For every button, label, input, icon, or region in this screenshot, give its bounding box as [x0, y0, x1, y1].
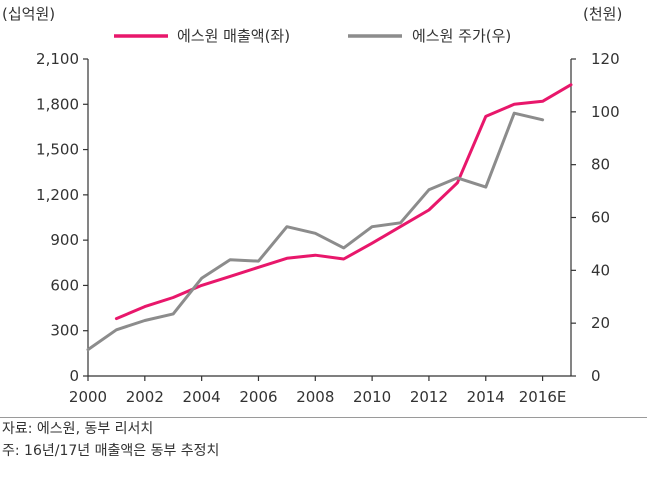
x-tick-label: 2000	[69, 388, 107, 406]
left-tick-label: 1,200	[36, 186, 79, 204]
x-tick-label: 2008	[296, 388, 334, 406]
x-tick-label: 2014	[467, 388, 505, 406]
estimate-footnote: 주: 16년/17년 매출액은 동부 추정치	[2, 443, 220, 459]
legend-label-revenue: 에스원 매출액(좌)	[177, 27, 290, 45]
left-tick-label: 900	[50, 231, 79, 249]
right-tick-label: 80	[591, 156, 610, 174]
x-tick-label: 2010	[353, 388, 391, 406]
right-tick-label: 60	[591, 209, 610, 227]
left-tick-label: 2,100	[36, 50, 79, 68]
left-tick-label: 600	[50, 276, 79, 294]
right-tick-label: 100	[591, 103, 620, 121]
series-layer	[86, 83, 573, 352]
right-tick-label: 120	[591, 50, 620, 68]
right-axis-unit: (천원)	[583, 5, 622, 23]
x-tick-label: 2012	[410, 388, 448, 406]
source-note: 자료: 에스원, 동부 리서치	[2, 421, 154, 437]
series-line-stock-price	[86, 111, 545, 352]
left-tick-label: 0	[69, 367, 79, 385]
x-tick-label: 2006	[239, 388, 277, 406]
left-axis-unit: (십억원)	[2, 5, 55, 23]
x-tick-label: 2002	[126, 388, 164, 406]
left-tick-label: 1,500	[36, 141, 79, 159]
legend-label-stock-price: 에스원 주가(우)	[412, 27, 511, 45]
axes: 0 300 600 900 1,200 1,500 1,800 2,100 0 20 40 60 80 1…	[36, 50, 620, 406]
line-chart: 에스원 매출액(좌) 에스원 주가(우) (십억원) (천원) 030060090…	[2, 5, 622, 406]
right-tick-label: 40	[591, 261, 610, 279]
right-tick-label: 0	[591, 367, 601, 385]
legend: 에스원 매출액(좌) 에스원 주가(우)	[114, 27, 511, 45]
x-tick-label: 2004	[183, 388, 221, 406]
chart-notes: 자료: 에스원, 동부 리서치 주: 16년/17년 매출액은 동부 추정치	[0, 417, 647, 480]
series-line-revenue	[114, 83, 573, 321]
right-tick-label: 20	[591, 314, 610, 332]
left-tick-label: 300	[50, 322, 79, 340]
left-tick-label: 1,800	[36, 95, 79, 113]
x-tick-label: 2016E	[519, 388, 567, 406]
